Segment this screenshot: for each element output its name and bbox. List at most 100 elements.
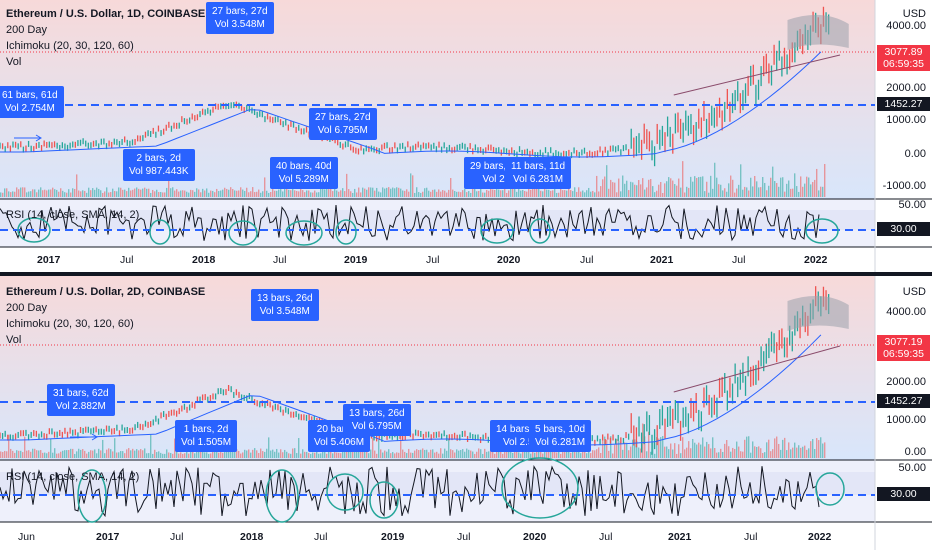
symbol-title[interactable]: Ethereum / U.S. Dollar, 1D, COINBASE (6, 8, 206, 20)
measure-label[interactable]: 11 bars, 11d Vol 6.281M (505, 157, 572, 189)
volume-bar (614, 444, 616, 458)
volume-bar (278, 189, 280, 197)
volume-bar (238, 450, 240, 458)
volume-bar (746, 187, 748, 197)
measure-label[interactable]: 27 bars, 27d Vol 6.795M (309, 108, 377, 140)
volume-bar (264, 177, 266, 197)
volume-bar (728, 446, 730, 458)
volume-bar (160, 452, 162, 458)
time-tick: Jul (457, 531, 471, 543)
volume-bar (604, 436, 606, 458)
volume-bar (50, 189, 52, 197)
volume-bar (384, 450, 386, 458)
volume-bar (54, 189, 56, 197)
measure-label[interactable]: 27 bars, 27d Vol 3.548M (206, 2, 274, 34)
volume-bar (250, 191, 252, 197)
volume-bar (666, 446, 668, 458)
volume-bar (38, 450, 40, 458)
measure-label[interactable]: 5 bars, 10d Vol 6.281M (529, 420, 592, 452)
measure-label[interactable]: 13 bars, 26d Vol 6.795M (343, 404, 411, 436)
volume-bar (110, 449, 112, 458)
volume-bar (150, 192, 152, 197)
volume-bar (752, 186, 754, 197)
volume-bar (736, 441, 738, 458)
price-chart-area[interactable] (0, 276, 932, 550)
volume-bar (10, 448, 12, 458)
volume-bar (600, 186, 602, 197)
volume-bar (332, 453, 334, 458)
chart-panel-daily[interactable]: Ethereum / U.S. Dollar, 1D, COINBASE 200… (0, 0, 932, 272)
volume-bar (742, 189, 744, 197)
rsi-tick: 50.00 (898, 199, 926, 211)
volume-bar (24, 187, 26, 197)
ma-indicator-label[interactable]: 200 Day (6, 24, 47, 36)
volume-bar (690, 448, 692, 458)
time-tick: 2018 (240, 531, 264, 543)
volume-bar (596, 175, 598, 197)
volume-bar (236, 449, 238, 458)
volume-bar (584, 192, 586, 197)
volume-bar (680, 453, 682, 458)
ma-indicator-label[interactable]: 200 Day (6, 302, 47, 314)
volume-bar (820, 186, 822, 197)
volume-bar (668, 177, 670, 197)
volume-bar (668, 449, 670, 458)
volume-bar (488, 190, 490, 197)
volume-bar (430, 449, 432, 458)
volume-bar (744, 186, 746, 197)
volume-bar (558, 192, 560, 197)
chart-panel-2d[interactable]: Ethereum / U.S. Dollar, 2D, COINBASE 200… (0, 276, 932, 550)
time-tick: Jul (170, 531, 184, 543)
time-tick: Jun (18, 531, 35, 543)
volume-bar (492, 451, 494, 458)
volume-bar (154, 449, 156, 458)
volume-bar (456, 449, 458, 458)
volume-bar (274, 451, 276, 458)
volume-bar (710, 448, 712, 458)
volume-bar (224, 451, 226, 458)
volume-bar (380, 449, 382, 458)
volume-bar (48, 451, 50, 458)
volume-bar (654, 192, 656, 197)
rsi-label[interactable]: RSI (14, close, SMA, 14, 2) (6, 209, 140, 221)
volume-bar (292, 187, 294, 197)
volume-bar (18, 189, 20, 197)
volume-bar (422, 448, 424, 458)
ichimoku-indicator-label[interactable]: Ichimoku (20, 30, 120, 60) (6, 318, 134, 330)
measure-label[interactable]: 13 bars, 26d Vol 3.548M (251, 289, 319, 321)
volume-bar (434, 189, 436, 197)
rsi-level-tag: 30.00 (877, 487, 930, 501)
measure-label[interactable]: 31 bars, 62d Vol 2.882M (47, 384, 115, 416)
volume-bar (24, 436, 26, 458)
volume-bar (630, 181, 632, 197)
volume-bar (688, 441, 690, 458)
measure-label[interactable]: 2 bars, 2d Vol 987.443K (123, 149, 195, 181)
volume-bar (60, 188, 62, 197)
volume-bar (290, 190, 292, 197)
volume-bar (796, 447, 798, 458)
price-tick: 2000.00 (886, 82, 926, 94)
volume-bar (824, 163, 826, 197)
volume-bar (340, 453, 342, 458)
measure-label[interactable]: 40 bars, 40d Vol 5.289M (270, 157, 338, 189)
volume-bar (598, 191, 600, 197)
symbol-title[interactable]: Ethereum / U.S. Dollar, 2D, COINBASE (6, 286, 206, 298)
volume-bar (30, 191, 32, 197)
volume-bar (670, 443, 672, 458)
volume-bar (520, 190, 522, 197)
measure-label[interactable]: 1 bars, 2d Vol 1.505M (175, 420, 238, 452)
volume-indicator-label[interactable]: Vol (6, 334, 22, 346)
volume-bar (152, 189, 154, 197)
volume-indicator-label[interactable]: Vol (6, 56, 22, 68)
measure-label[interactable]: 61 bars, 61d Vol 2.754M (0, 86, 64, 118)
ichimoku-indicator-label[interactable]: Ichimoku (20, 30, 120, 60) (6, 40, 134, 52)
volume-bar (490, 187, 492, 197)
volume-bar (452, 189, 454, 197)
volume-bar (268, 192, 270, 197)
volume-bar (52, 187, 54, 197)
volume-bar (664, 183, 666, 197)
rsi-label[interactable]: RSI (14, close, SMA, 14, 2) (6, 471, 140, 483)
volume-bar (234, 190, 236, 197)
volume-bar (252, 187, 254, 197)
volume-bar (700, 176, 702, 197)
